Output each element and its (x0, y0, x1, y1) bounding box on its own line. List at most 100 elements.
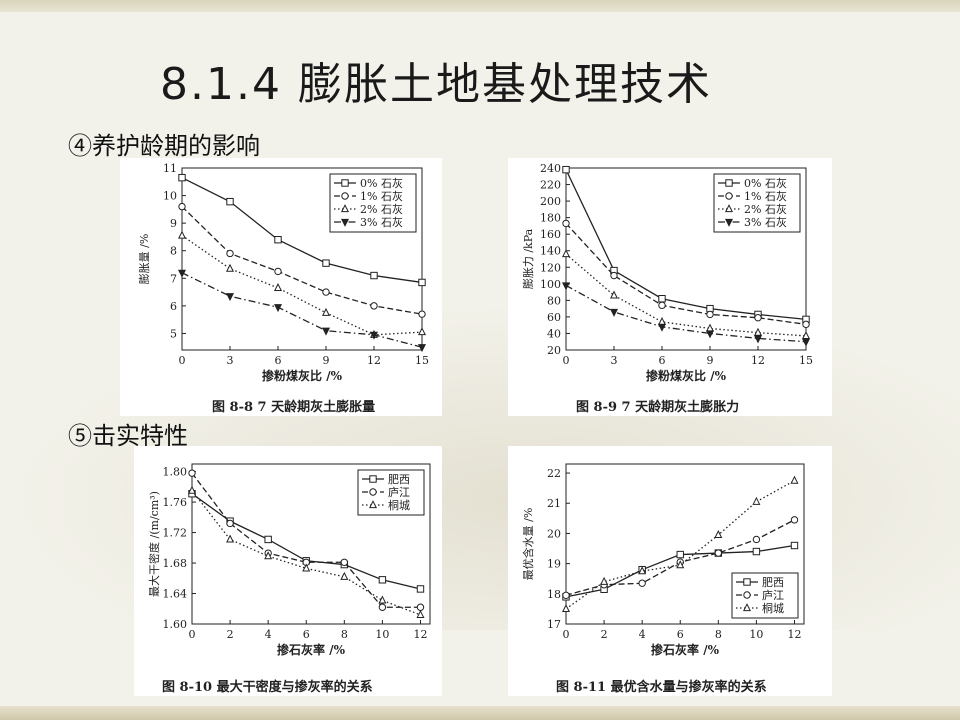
y-tick-label: 1.76 (163, 496, 188, 509)
data-point (340, 558, 349, 566)
y-tick-label: 19 (547, 558, 561, 571)
x-tick-label: 12 (751, 354, 765, 367)
data-point (657, 316, 667, 325)
data-point (600, 576, 609, 585)
data-point (416, 603, 425, 611)
legend-marker (369, 488, 377, 496)
legend-box (731, 572, 799, 619)
data-point (714, 530, 723, 539)
data-point (752, 547, 761, 556)
x-tick-label: 12 (367, 354, 381, 367)
x-axis-label: 掺粉煤灰比 /% (646, 368, 727, 383)
data-point (753, 335, 763, 344)
x-tick-label: 10 (749, 628, 763, 641)
chart-panel-8-9: 0 3 6 9 12 15 20 40 60 80 100 120 140 160 180 200 220 240… (508, 158, 832, 416)
y-tick-label: 20 (547, 527, 561, 540)
legend-marker (725, 192, 733, 200)
y-tick-label: 180 (540, 212, 561, 225)
data-point (274, 235, 282, 244)
series-2 (562, 219, 810, 329)
legend-label: 肥西 (762, 576, 784, 589)
section-heading-compaction: ⑤击实特性 (68, 422, 188, 450)
data-point (322, 288, 330, 296)
chart-8-11-optimum-moisture: 0 2 4 6 8 10 12 17 18 19 20 21 22 掺石灰率 /% 最优含水量 /% 肥西庐江… (521, 463, 805, 657)
data-point (562, 591, 570, 600)
data-point (418, 310, 426, 318)
chart-panel-8-11: 0 2 4 6 8 10 12 17 18 19 20 21 22 掺石灰率 /% 最优含水量 /% 肥西 庐江… (508, 446, 832, 696)
legend-label: 庐江 (388, 485, 410, 499)
legend-label: 0% 石灰 (744, 176, 787, 190)
data-point (561, 603, 571, 613)
x-tick-label: 0 (189, 628, 196, 641)
x-axis-label: 掺粉煤灰比 /% (262, 368, 343, 383)
y-tick-label: 6 (170, 300, 177, 313)
data-point (370, 302, 378, 310)
figure-caption: 图 8-8 7 天龄期灰土膨胀量 (212, 400, 376, 415)
data-point (378, 576, 387, 584)
data-point (790, 541, 799, 550)
x-tick-label: 0 (563, 628, 570, 641)
data-point (802, 320, 810, 329)
data-point (177, 230, 187, 239)
series-3 (187, 485, 425, 618)
data-point (416, 609, 425, 618)
series-line (181, 272, 423, 348)
x-tick-label: 6 (275, 354, 282, 367)
x-tick-label: 4 (639, 628, 646, 641)
data-point (790, 475, 799, 484)
y-tick-label: 7 (170, 272, 177, 285)
legend-label: 1% 石灰 (744, 189, 787, 203)
data-point (178, 173, 186, 182)
slide-title: 8.1.4 膨胀土地基处理技术 (160, 59, 712, 110)
data-point (609, 290, 619, 299)
y-tick-label: 1.80 (163, 466, 188, 479)
data-point (753, 327, 763, 336)
legend: 0% 石灰1% 石灰2% 石灰3% 石灰 (329, 173, 417, 233)
data-point (754, 314, 762, 322)
series-line (181, 177, 423, 284)
data-point (561, 249, 571, 258)
y-axis-label: 最优含水量 /% (521, 508, 535, 581)
x-tick-label: 9 (707, 354, 714, 367)
data-point (752, 535, 761, 544)
series-4 (561, 282, 811, 347)
series-2 (178, 202, 426, 318)
series-line (181, 206, 423, 315)
legend: 0% 石灰1% 石灰2% 石灰3% 石灰 (713, 173, 801, 233)
data-point (226, 197, 234, 206)
data-point (658, 301, 666, 310)
data-point (714, 549, 723, 557)
chart-8-9-swelling-pressure: 0 3 6 9 12 15 20 40 60 80 100 120 140 160 180 200 220 240… (521, 162, 813, 383)
legend-label: 2% 石灰 (360, 202, 403, 216)
data-point (225, 263, 235, 272)
legend-label: 3% 石灰 (360, 215, 403, 229)
legend-label: 桐城 (762, 601, 784, 615)
y-tick-label: 40 (547, 327, 561, 340)
y-tick-label: 1.64 (163, 588, 188, 601)
series-3 (177, 230, 427, 338)
y-tick-label: 9 (170, 217, 177, 230)
y-tick-label: 240 (540, 162, 561, 175)
legend-marker (341, 179, 349, 187)
figure-caption: 图 8-11 最优含水量与掺灰率的关系 (556, 680, 767, 695)
data-point (370, 271, 378, 280)
data-point (378, 595, 387, 604)
data-point (790, 516, 799, 524)
x-tick-label: 3 (611, 354, 618, 367)
x-axis-label: 掺石灰率 /% (651, 642, 720, 657)
legend-marker (743, 578, 751, 586)
data-point (302, 563, 311, 572)
series-line (181, 235, 423, 336)
x-axis-label: 掺石灰率 /% (277, 642, 346, 657)
y-tick-label: 22 (547, 467, 561, 480)
x-tick-label: 6 (659, 354, 666, 367)
x-tick-label: 8 (341, 628, 348, 641)
data-point (273, 304, 283, 313)
x-tick-label: 15 (799, 354, 813, 367)
legend-marker (369, 475, 377, 483)
data-point (657, 323, 667, 332)
chart-panel-8-10: 0 2 4 6 8 10 12 1.60 1.64 1.68 1.72 1.76 1.80 掺石灰率 /%… (134, 446, 442, 696)
x-tick-label: 12 (413, 628, 427, 641)
data-point (658, 295, 666, 303)
